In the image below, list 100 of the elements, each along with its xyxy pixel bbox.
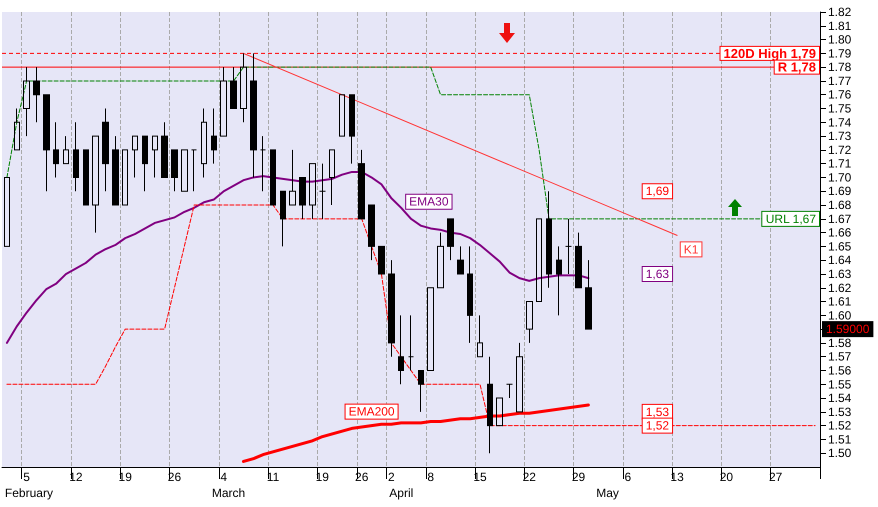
candlestick	[142, 136, 148, 192]
x-tick-label: 12	[69, 470, 83, 484]
candlestick	[388, 260, 395, 358]
x-tick-label: 4	[220, 470, 228, 484]
candlestick	[201, 108, 207, 178]
candlestick	[280, 190, 286, 247]
candlestick	[230, 66, 237, 110]
candlestick	[191, 149, 197, 192]
x-tick-label: 8	[427, 470, 434, 484]
x-tick-label: 11	[266, 470, 280, 484]
annotation: 1,63	[646, 266, 670, 281]
candlestick	[102, 108, 109, 192]
candlestick	[4, 176, 10, 247]
candlestick	[378, 246, 385, 274]
candlestick	[33, 66, 40, 123]
x-tick-label: 5	[23, 470, 30, 484]
candlestick	[418, 370, 424, 412]
candlestick	[53, 122, 59, 178]
text: May	[596, 486, 619, 500]
y-tick-label: 1.52	[828, 418, 852, 433]
candlestick	[427, 287, 434, 371]
candlestick	[546, 190, 552, 288]
candlestick	[211, 108, 217, 164]
series-label: K1	[684, 242, 699, 256]
candlestick	[398, 314, 404, 385]
y-tick-label: 1.67	[828, 212, 852, 226]
x-tick-label: 15	[473, 470, 487, 484]
candlestick	[496, 398, 503, 426]
text: March	[212, 486, 246, 500]
candlestick	[220, 66, 227, 137]
candlestick	[63, 136, 69, 164]
y-tick-label: 1.56	[828, 363, 852, 378]
candlestick	[23, 66, 30, 137]
candlestick	[565, 218, 572, 274]
text: April	[389, 486, 414, 500]
candlestick	[526, 301, 533, 344]
candlestick	[14, 108, 20, 150]
y-tick-label: 1.70	[828, 170, 852, 184]
candlestick	[506, 384, 513, 399]
candlestick	[112, 136, 119, 206]
y-tick-label: 1.72	[828, 142, 852, 157]
x-tick-label: 13	[670, 470, 684, 484]
candlestick	[83, 149, 89, 206]
y-tick-label: 1.69	[828, 184, 852, 198]
y-tick-label: 1.81	[828, 18, 852, 33]
text: February	[4, 486, 53, 500]
ref-line-label: R 1,78	[778, 60, 816, 75]
candlestick	[487, 356, 493, 454]
y-tick-label: 1.76	[828, 88, 852, 102]
y-tick-label: 1.60	[828, 308, 852, 322]
y-tick-label: 1.51	[828, 432, 852, 446]
y-tick-label: 1.73	[828, 129, 852, 144]
y-tick-label: 1.80	[828, 32, 852, 47]
annotation: 1,53	[646, 404, 670, 419]
candlestick	[299, 176, 306, 220]
candlestick	[240, 52, 247, 123]
candlestick	[477, 314, 483, 358]
candlestick	[171, 149, 178, 192]
y-tick-label: 1.53	[828, 404, 852, 419]
x-tick-label: 19	[316, 470, 330, 484]
x-tick-label: 20	[720, 470, 734, 484]
candlestick	[437, 232, 444, 288]
candlestick	[250, 52, 257, 178]
candlestick	[132, 136, 138, 178]
candlestick	[152, 136, 158, 178]
y-tick-label: 1.63	[828, 266, 852, 281]
annotation: URL 1,67	[766, 212, 816, 226]
candlestick	[329, 149, 335, 206]
y-tick-label: 1.54	[828, 391, 852, 406]
candlestick	[408, 314, 414, 371]
candlestick	[339, 94, 345, 137]
y-tick-label: 1.82	[828, 5, 852, 19]
y-tick-label: 1.50	[828, 446, 852, 460]
annotation: 1,69	[646, 184, 670, 198]
y-tick-label: 1.58	[828, 336, 852, 350]
candlestick	[73, 122, 79, 192]
y-tick-label: 1.61	[828, 294, 852, 309]
candlestick	[161, 122, 168, 178]
candlestick	[447, 218, 454, 261]
x-tick-label: 6	[624, 470, 632, 484]
y-tick-label: 1.74	[828, 115, 852, 130]
candlestick	[368, 204, 375, 261]
candlestick	[556, 246, 562, 316]
y-tick-label: 1.77	[828, 74, 852, 88]
candlestick	[319, 163, 326, 220]
candlestick	[358, 149, 365, 220]
candlestick	[289, 149, 296, 206]
candlestick	[43, 94, 50, 192]
y-tick-label: 1.78	[828, 60, 852, 74]
candlestick	[181, 149, 188, 192]
candlestick	[270, 149, 276, 206]
candlestick	[92, 136, 99, 234]
y-tick-label: 1.75	[828, 102, 852, 116]
y-tick-label: 1.57	[828, 350, 852, 364]
y-tick-label: 1.62	[828, 280, 852, 295]
x-tick-label: 19	[118, 470, 132, 484]
candlestick	[309, 163, 316, 220]
candlestick	[457, 246, 464, 274]
candlestick	[260, 136, 266, 192]
y-tick-label: 1.68	[828, 198, 852, 212]
